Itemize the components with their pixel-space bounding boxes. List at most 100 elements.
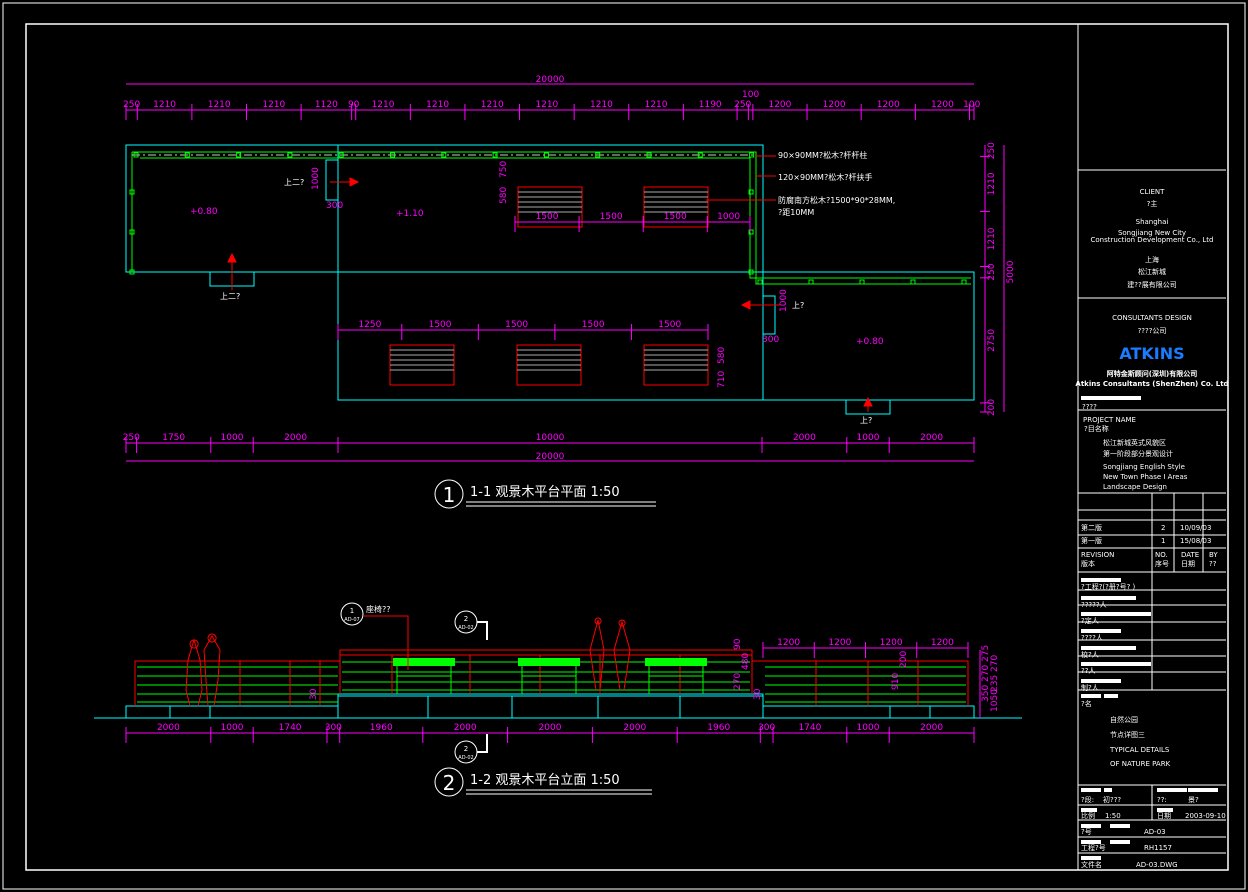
railing-post: [184, 152, 190, 158]
plan-top-dimensions: 20000 250 1210 1210 1210 1120 90 1210 1210 1210 12…: [123, 75, 981, 120]
title-block-text: CLIENT ?主 Shanghai Songjiang New City Co…: [1075, 188, 1228, 869]
dimension-value: 350: [981, 685, 991, 702]
dimension-value: 1050: [990, 689, 1000, 712]
detail-callout[interactable]: [340, 602, 364, 626]
dim: 710: [717, 371, 727, 388]
type-value: 景?: [1188, 796, 1199, 804]
callout-label: 座椅??: [366, 604, 391, 614]
note: 90×90MM?松木?杆杆柱: [778, 150, 867, 160]
scale-label: 比例: [1081, 811, 1095, 820]
scale-value: 1:50: [1105, 812, 1121, 820]
dimension-value: 1500: [536, 212, 559, 222]
dimension-value: 1500: [582, 320, 605, 330]
client-en: Shanghai: [1136, 218, 1169, 226]
type-label: ??:: [1157, 796, 1167, 804]
drawing-title: 自然公园: [1110, 715, 1138, 724]
dimension-value: 1200: [823, 100, 846, 110]
bench-seat: [518, 658, 580, 666]
project-cn-label: ?目名称: [1084, 424, 1109, 433]
dimension-value: 2750: [987, 329, 997, 352]
redacted-bar: [1188, 788, 1218, 792]
bench-legs: [521, 666, 577, 694]
role-label: ?定人: [1081, 616, 1099, 625]
railing-post: [697, 152, 703, 158]
dimension-value: 1210: [481, 100, 504, 110]
client-cn-line: 建??展有限公司: [1127, 280, 1176, 289]
railing-post: [236, 152, 242, 158]
revision-date: 15/08/03: [1180, 537, 1211, 545]
dimension-value: 1500: [658, 320, 681, 330]
plan-right-dimensions: 250 1210 1210 250 2750 200 5000: [980, 142, 1016, 416]
file-name: AD-03.DWG: [1136, 861, 1178, 869]
plan-bottom-dimensions: 250 1750 1000 2000 10000 2000 1000 2000 20000: [123, 433, 975, 462]
railing-post: [910, 279, 916, 285]
dimension-total: 20000: [536, 452, 565, 462]
rev-header: ??: [1209, 560, 1217, 568]
redacted-bar: [1081, 578, 1121, 582]
dimension-value: 1200: [768, 100, 791, 110]
dimension-value: 1210: [590, 100, 613, 110]
redacted-bar: [1081, 856, 1101, 860]
role-label: ??人: [1081, 667, 1095, 675]
railing-post: [543, 152, 549, 158]
up-arrow-icon: [863, 396, 873, 407]
date-value: 2003-09-10: [1185, 812, 1226, 820]
drawing-title: 节点详图三: [1110, 730, 1145, 739]
dimension-value: 1960: [370, 723, 393, 733]
dimension-value: 1500: [505, 320, 528, 330]
dimension-value: 250: [734, 100, 751, 110]
drawing-label: ?名: [1081, 699, 1092, 708]
project-en: Landscape Design: [1103, 483, 1167, 491]
dim: 580: [499, 187, 509, 204]
up-arrow-icon: [227, 252, 237, 263]
title-block-rules: [1078, 169, 1226, 854]
dimension-value: 200: [987, 399, 997, 416]
redacted-bar: [1081, 679, 1121, 683]
rev-header: 序号: [1155, 559, 1169, 568]
dimension-value: 1000: [857, 723, 880, 733]
dimension-value: 1740: [279, 723, 302, 733]
client-cn: ?主: [1147, 199, 1158, 208]
dimension-value: 100: [963, 100, 980, 110]
dimension-value: 1200: [828, 638, 851, 648]
drawing-title: OF NATURE PARK: [1110, 760, 1171, 768]
dimension-value: 1960: [707, 723, 730, 733]
redacted-bar: [1081, 596, 1136, 600]
dimension-value: 2000: [539, 723, 562, 733]
callout-ref: AD-02: [458, 755, 473, 761]
redacted-bar: [1104, 694, 1118, 698]
stair-right: [762, 295, 776, 335]
view-number: 2: [443, 771, 456, 795]
up-arrow-icon: [349, 177, 360, 187]
dimension-value: 1200: [931, 638, 954, 648]
dimension-value: 2000: [793, 433, 816, 443]
callout-number: 2: [464, 745, 468, 753]
dimension-value: 1120: [315, 100, 338, 110]
role-rows: ?工程?(?册?号? ) ?????人 ?定人 ????人校?人 ??人制?人: [1081, 578, 1218, 860]
dimension-value: 250: [987, 263, 997, 280]
dimension-value: 910: [891, 673, 901, 690]
redacted-bar: [1104, 788, 1112, 792]
step: [889, 705, 931, 719]
level-mark: +0.80: [190, 207, 218, 217]
note: 120×90MM?松木?杆扶手: [778, 172, 872, 182]
role-label: 制?人: [1081, 683, 1099, 692]
bench-dimensions: 1500 1500 1500 1000 1250 1500 1500 1500 1500: [337, 212, 751, 340]
dim: 750: [499, 161, 509, 178]
bench-legs: [396, 666, 452, 694]
view-number-circle: [434, 479, 464, 509]
dimension-value: 30: [753, 688, 763, 700]
benches-plan: [389, 186, 709, 386]
railing-post: [129, 189, 135, 195]
bench-seat: [645, 658, 707, 666]
railing-post: [961, 279, 967, 285]
up-label: 上二?: [284, 178, 304, 187]
callout-number: 1: [350, 607, 354, 615]
railing-post: [441, 152, 447, 158]
revision-date: 10/09/03: [1180, 524, 1211, 532]
dim: 300: [762, 335, 779, 345]
callout-ref: AD-07: [344, 617, 359, 623]
view-number: 1: [443, 483, 456, 507]
elevation-view: 2000 1000 1740 300 1960 2000 2000 2000 1960 300 17…: [94, 602, 1022, 797]
